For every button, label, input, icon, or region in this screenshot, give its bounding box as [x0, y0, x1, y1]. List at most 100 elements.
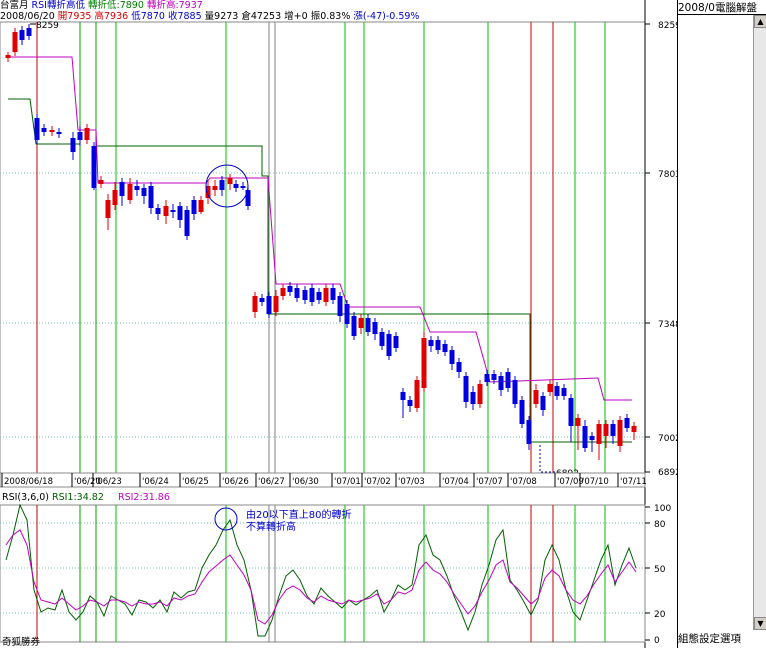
- highlight-circle-rsi: [214, 507, 238, 531]
- candle-body: [245, 190, 251, 206]
- candle-body: [512, 380, 518, 404]
- candle-body: [484, 374, 490, 382]
- candle-body: [219, 180, 225, 190]
- candle-body: [41, 128, 47, 132]
- brand-label: 奇狐勝券: [2, 637, 41, 648]
- rsi1-line: [5, 503, 637, 637]
- high-label: 8259: [36, 21, 59, 31]
- x-axis-label: '06/27: [258, 477, 285, 487]
- candle-body: [12, 32, 18, 52]
- candle-body: [421, 338, 427, 388]
- signal-lines: [36, 22, 606, 473]
- candle-body: [400, 392, 406, 400]
- candle-body: [428, 340, 434, 346]
- rsi-title: RSI(3,6,0): [2, 492, 49, 503]
- candle-body: [547, 384, 553, 392]
- candle-body: [330, 288, 336, 300]
- turn-low-line: [8, 98, 632, 443]
- x-axis-label: '07/01: [334, 477, 361, 487]
- candle-body: [316, 292, 322, 300]
- candle-body: [610, 424, 616, 436]
- quote-oi: 倉47253: [241, 11, 282, 22]
- turn-high-line: [8, 56, 632, 401]
- candle-body: [603, 424, 609, 436]
- x-axis-label: 2008/06/18: [4, 477, 53, 487]
- candle-body: [344, 304, 350, 324]
- candle-body: [463, 376, 469, 402]
- x-axis-label: '06/30: [292, 477, 319, 487]
- rsi-annotation-1: 由20以下直上80的轉折: [246, 508, 351, 521]
- quote-open: 開7935: [57, 11, 92, 22]
- y-label-6892: 6892: [658, 468, 677, 478]
- x-axis-label: '06/26: [222, 477, 249, 487]
- candle-body: [477, 384, 483, 404]
- candle-body: [191, 200, 197, 214]
- config-options-button[interactable]: 組態設定選項: [678, 633, 741, 645]
- candle-body: [309, 288, 315, 302]
- y-label-7348: 7348: [658, 320, 677, 330]
- x-axis-label: '06/24: [142, 477, 169, 487]
- x-axis-label: '07/03: [398, 477, 425, 487]
- x-axis: [0, 472, 646, 488]
- quote-volume: 量9273: [204, 11, 239, 22]
- candle-body: [470, 392, 476, 404]
- candle-body: [240, 186, 246, 188]
- candle-body: [163, 206, 169, 216]
- x-axis-label: '06/23: [95, 477, 122, 487]
- candle-body: [442, 344, 448, 352]
- rsi-y-20: 20: [654, 610, 666, 620]
- candle-body: [379, 332, 385, 346]
- low-marker: [539, 445, 556, 473]
- x-axis-label: '07/07: [476, 477, 503, 487]
- x-axis-label: '06/20: [74, 477, 101, 487]
- x-axis-labels: 2008/06/18 '06/20'06/23 '06/24 '06/25 '06/26…: [1, 473, 647, 487]
- candle-body: [365, 318, 371, 332]
- candle-body: [280, 288, 286, 296]
- candle-body: [119, 182, 125, 196]
- turn-high-step: [8, 56, 632, 401]
- candle-body: [393, 336, 399, 348]
- symbol-label: 台富月: [0, 0, 29, 11]
- candle-body: [266, 296, 272, 314]
- candle-body: [212, 186, 218, 190]
- candlesticks: [5, 24, 637, 460]
- candle-body: [127, 184, 133, 200]
- candle-body: [351, 316, 357, 336]
- candle-body: [177, 206, 183, 220]
- scroll-up-icon[interactable]: ▲: [754, 15, 766, 28]
- scroll-down-icon[interactable]: ▼: [754, 617, 766, 630]
- candle-body: [624, 418, 630, 428]
- x-axis-label: '07/10: [582, 477, 609, 487]
- rsi-y-100: 100: [654, 504, 671, 514]
- chart-header: 台富月 RSI轉折高低 轉折低:7890 轉折高:7937 2008/06/20…: [0, 0, 645, 22]
- candle-body: [26, 28, 32, 36]
- x-axis-label: '07/09: [557, 477, 584, 487]
- x-axis-label: '06/25: [182, 477, 209, 487]
- candle-body: [568, 398, 574, 426]
- analysis-panel: 2008/0電腦解盤 ▲ ▼ 組態設定選項: [677, 0, 766, 648]
- panel-scrollbar[interactable]: ▲ ▼: [753, 15, 766, 630]
- candle-body: [148, 186, 154, 208]
- indicator-label: RSI轉折高低: [31, 0, 85, 11]
- candle-body: [49, 130, 55, 132]
- candle-body: [456, 362, 462, 372]
- price-chart[interactable]: 8259 6892 2008/06/18 '06/20'06/23 '06/24 '0…: [0, 0, 677, 648]
- candle-body: [227, 178, 233, 184]
- highlight-circle-main: [205, 164, 249, 208]
- candle-body: [84, 128, 90, 140]
- candle-body: [519, 400, 525, 424]
- rsi-y-0: 0: [654, 636, 660, 646]
- candle-body: [582, 426, 588, 448]
- candle-body: [407, 400, 413, 406]
- candle-body: [589, 436, 595, 440]
- x-axis-label: '07/04: [442, 477, 469, 487]
- candle-body: [34, 118, 40, 140]
- candle-body: [141, 188, 147, 196]
- candle-body: [414, 380, 420, 408]
- candle-body: [233, 184, 239, 188]
- rsi1-value: RSI1:34.82: [52, 492, 104, 503]
- quote-high: 高7936: [94, 11, 129, 22]
- x-axis-label: '07/02: [364, 477, 391, 487]
- quote-change: 漲(-47)-0.59%: [353, 11, 420, 22]
- rsi2-value: RSI2:31.86: [118, 492, 170, 503]
